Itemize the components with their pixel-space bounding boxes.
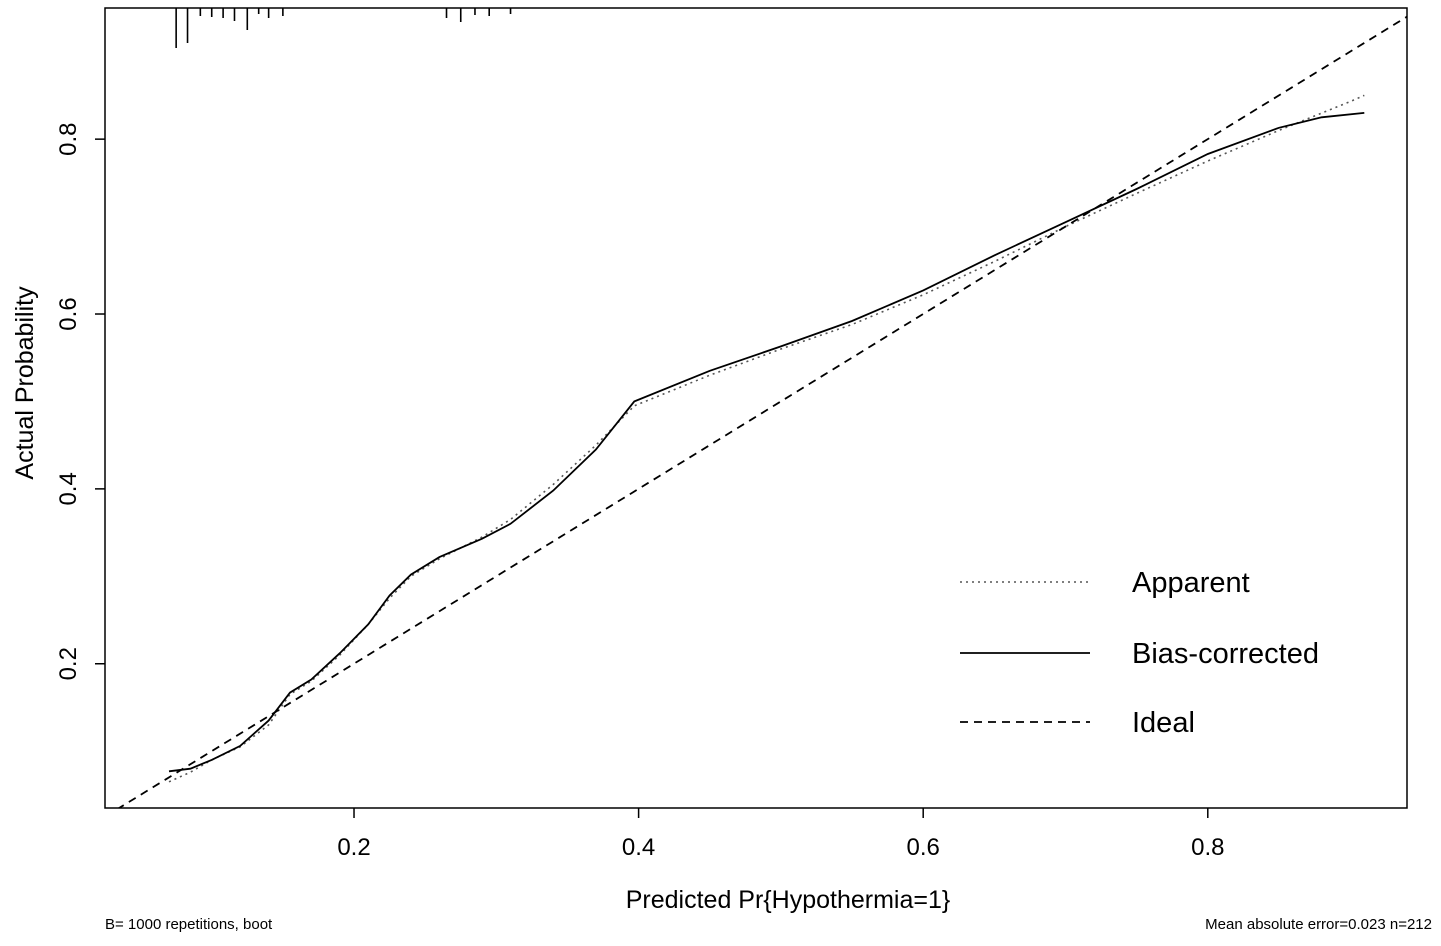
x-tick-label: 0.8 xyxy=(1191,834,1224,861)
y-tick-label: 0.4 xyxy=(55,472,82,505)
rug-ticks xyxy=(175,8,512,48)
footnote-right: Mean absolute error=0.023 n=212 xyxy=(1205,916,1432,933)
y-tick-label: 0.6 xyxy=(55,297,82,330)
x-tick-label: 0.4 xyxy=(622,834,655,861)
legend-label: Apparent xyxy=(1132,567,1250,599)
x-tick-label: 0.6 xyxy=(907,834,940,861)
series-apparent xyxy=(168,94,1365,783)
legend: Apparent Bias-corrected Ideal xyxy=(960,567,1319,739)
legend-label: Ideal xyxy=(1132,707,1195,739)
series-ideal xyxy=(117,15,1407,808)
y-axis-title: Actual Probability xyxy=(11,286,39,480)
x-axis-title: Predicted Pr{Hypothermia=1} xyxy=(626,886,951,914)
series-bias-corrected xyxy=(168,112,1365,773)
y-tick-label: 0.8 xyxy=(55,122,82,155)
chart-series xyxy=(117,15,1407,808)
x-axis: 0.2 0.4 0.6 0.8 xyxy=(337,808,1224,861)
x-tick-label: 0.2 xyxy=(337,834,370,861)
plot-frame xyxy=(104,7,1408,809)
y-tick-label: 0.2 xyxy=(55,647,82,680)
footnote-left: B= 1000 repetitions, boot xyxy=(105,916,273,933)
legend-label: Bias-corrected xyxy=(1132,638,1319,670)
y-axis: 0.2 0.4 0.6 0.8 xyxy=(55,122,105,680)
